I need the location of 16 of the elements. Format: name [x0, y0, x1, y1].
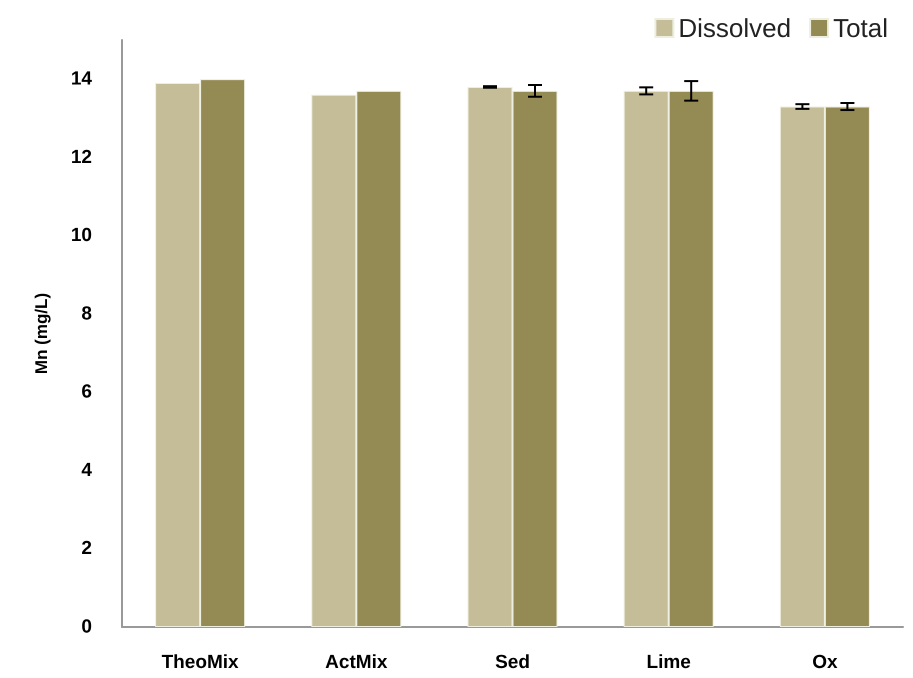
x-tick-label: Ox [812, 652, 838, 673]
y-tick-label: 0 [81, 616, 92, 638]
legend-label: Total [833, 13, 888, 43]
x-tick-label: Lime [646, 652, 691, 673]
y-tick-label: 10 [70, 225, 92, 246]
y-tick-label: 6 [81, 382, 92, 403]
y-tick-label: 12 [70, 146, 92, 168]
x-tick-label: ActMix [325, 652, 388, 673]
legend-label: Dissolved [678, 13, 792, 43]
y-tick-label: 4 [81, 460, 92, 481]
y-tick-label: 2 [81, 538, 92, 560]
y-tick-label: 14 [70, 68, 92, 90]
x-tick-label: TheoMix [162, 652, 240, 673]
x-tick-label: Sed [495, 652, 530, 673]
y-axis-title: Mn (mg/L) [32, 292, 51, 374]
y-tick-label: 8 [81, 303, 92, 324]
